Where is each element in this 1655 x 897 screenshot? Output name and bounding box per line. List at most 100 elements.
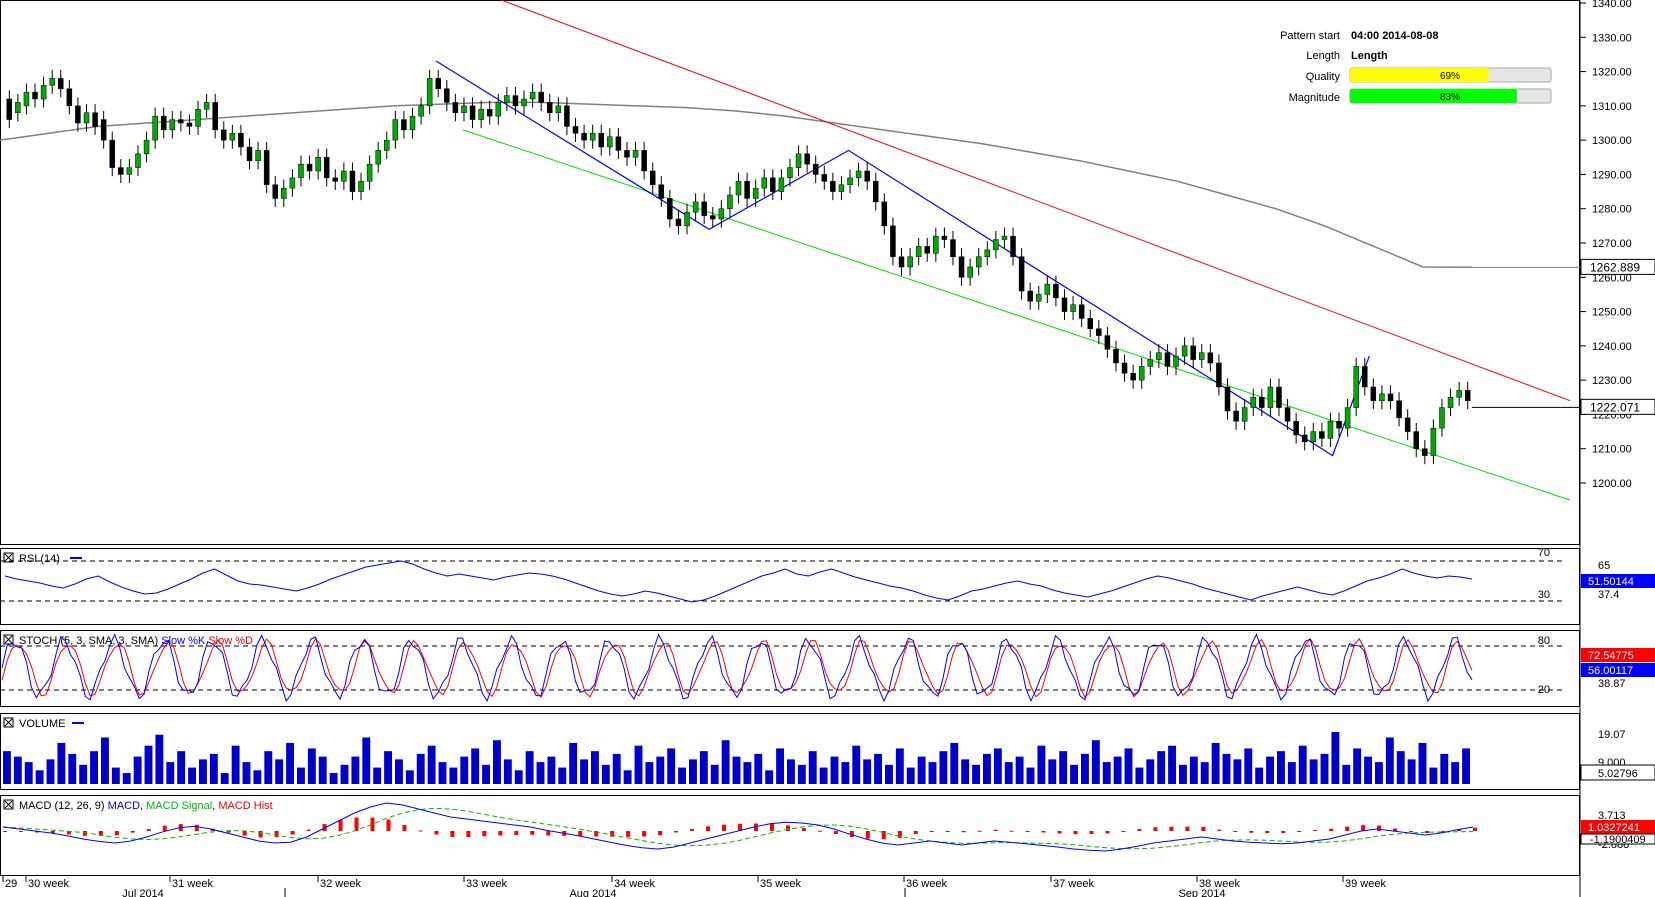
volume-bar: [1048, 759, 1057, 784]
macd-hist-bar: [690, 828, 695, 831]
week-label: 35 week: [760, 878, 801, 890]
candle-body: [1113, 349, 1119, 364]
rsi-level-65: 65: [1598, 560, 1610, 572]
volume-bar: [1364, 756, 1372, 784]
macd-hist-bar: [98, 831, 103, 836]
candle-body: [1018, 256, 1025, 292]
candle-body: [752, 187, 759, 199]
candle-body: [1276, 386, 1282, 408]
macd-hist-bar: [450, 831, 455, 837]
candle-body: [49, 78, 55, 86]
candle-body: [924, 246, 930, 254]
candle-body: [572, 126, 579, 134]
volume-bar: [1102, 762, 1111, 784]
candle-body: [812, 163, 819, 175]
macd-hist-bar: [1297, 831, 1302, 832]
candle-body: [1070, 304, 1076, 312]
candle-body: [435, 78, 441, 89]
volume-bar: [57, 742, 66, 784]
macd-hist-bar: [130, 831, 135, 833]
macd-hist-bar: [1057, 831, 1062, 834]
time-axis: 29 30 week 31 week 32 week 33 week 34 week 35 …: [2, 876, 1386, 897]
macd-hist-bar: [1153, 827, 1158, 831]
volume-bar: [503, 759, 512, 784]
macd-hist-bar: [386, 819, 391, 831]
volume-bar: [743, 762, 752, 784]
macd-hist-bar: [610, 831, 615, 837]
macd-signal-series: [2, 807, 1474, 850]
candle-body: [332, 177, 339, 182]
volume-bar: [264, 751, 273, 784]
week-label: 33 week: [466, 878, 507, 890]
candle-body: [143, 139, 150, 155]
candle-body: [701, 201, 707, 216]
rsi-level-70: 70: [1538, 547, 1550, 559]
svg-text:MACD (12, 26, 9) MACD, MACD Si: MACD (12, 26, 9) MACD, MACD Signal, MACD…: [19, 800, 273, 812]
candle-body: [392, 119, 399, 141]
volume-bar: [307, 748, 316, 784]
volume-bar: [438, 762, 447, 784]
volume-bar: [1222, 753, 1231, 784]
candle-body: [864, 170, 870, 182]
macd-hist-bar: [1249, 831, 1254, 833]
volume-bar: [449, 767, 458, 784]
stoch-level-20: 20: [1538, 684, 1550, 696]
candle-body: [1396, 400, 1402, 419]
candle-body: [212, 102, 218, 131]
volume-bar: [24, 762, 33, 784]
week-label: 37 week: [1053, 878, 1094, 890]
macd-hist-bar: [722, 824, 727, 831]
candle-body: [692, 201, 699, 213]
volume-bar: [166, 762, 175, 784]
candle-body: [229, 133, 236, 141]
volume-bar: [427, 745, 436, 784]
candle-body: [1447, 397, 1454, 408]
volume-bar: [863, 759, 872, 784]
candle-body: [958, 256, 965, 278]
candle-body: [907, 256, 913, 268]
volume-bar: [133, 756, 142, 784]
volume-bar: [983, 753, 991, 784]
candle-body: [15, 102, 21, 113]
candle-body: [1156, 352, 1162, 360]
volume-bar: [797, 764, 806, 784]
volume-bar: [819, 767, 828, 784]
macd-hist-bar: [977, 830, 982, 832]
price-tick-label: 1200.00: [1592, 478, 1632, 490]
volume-bar: [580, 759, 588, 784]
volume-bar: [689, 759, 697, 784]
volume-bar: [1189, 756, 1198, 784]
candle-body: [1087, 318, 1093, 329]
volume-bar: [35, 770, 44, 784]
week-label: 39 week: [1345, 878, 1386, 890]
volume-bar: [1135, 767, 1144, 784]
candle-body: [1413, 431, 1419, 449]
macd-hist-bar: [785, 825, 790, 831]
magnitude-value: 83%: [1440, 92, 1460, 103]
candle-body: [1370, 386, 1377, 401]
volume-bar: [808, 751, 817, 784]
macd-hist-bar: [849, 831, 854, 837]
macd-hist-bar: [514, 831, 519, 835]
candle-body: [1164, 352, 1171, 367]
volume-bar: [101, 737, 109, 784]
candle-body: [1121, 362, 1128, 374]
macd-hist-bar: [434, 831, 439, 835]
candle-body: [135, 153, 141, 168]
volume-bar: [1287, 762, 1296, 784]
volume-bar: [1375, 762, 1383, 784]
volume-bar: [395, 759, 403, 784]
volume-bar: [885, 764, 893, 784]
macd-hist-bar: [546, 831, 551, 836]
volume-bar: [1081, 753, 1089, 784]
volume-bar: [765, 770, 774, 784]
macd-hist-bar: [1105, 831, 1110, 834]
candle-body: [1138, 366, 1145, 381]
volume-bar: [1146, 759, 1155, 784]
macd-hist-bar: [1457, 829, 1462, 831]
magnitude-label: Magnitude: [1289, 92, 1340, 104]
candle-body: [589, 133, 596, 141]
rsi-series: [4, 560, 1473, 603]
volume-bar: [220, 773, 229, 784]
volume-bar: [79, 764, 88, 784]
